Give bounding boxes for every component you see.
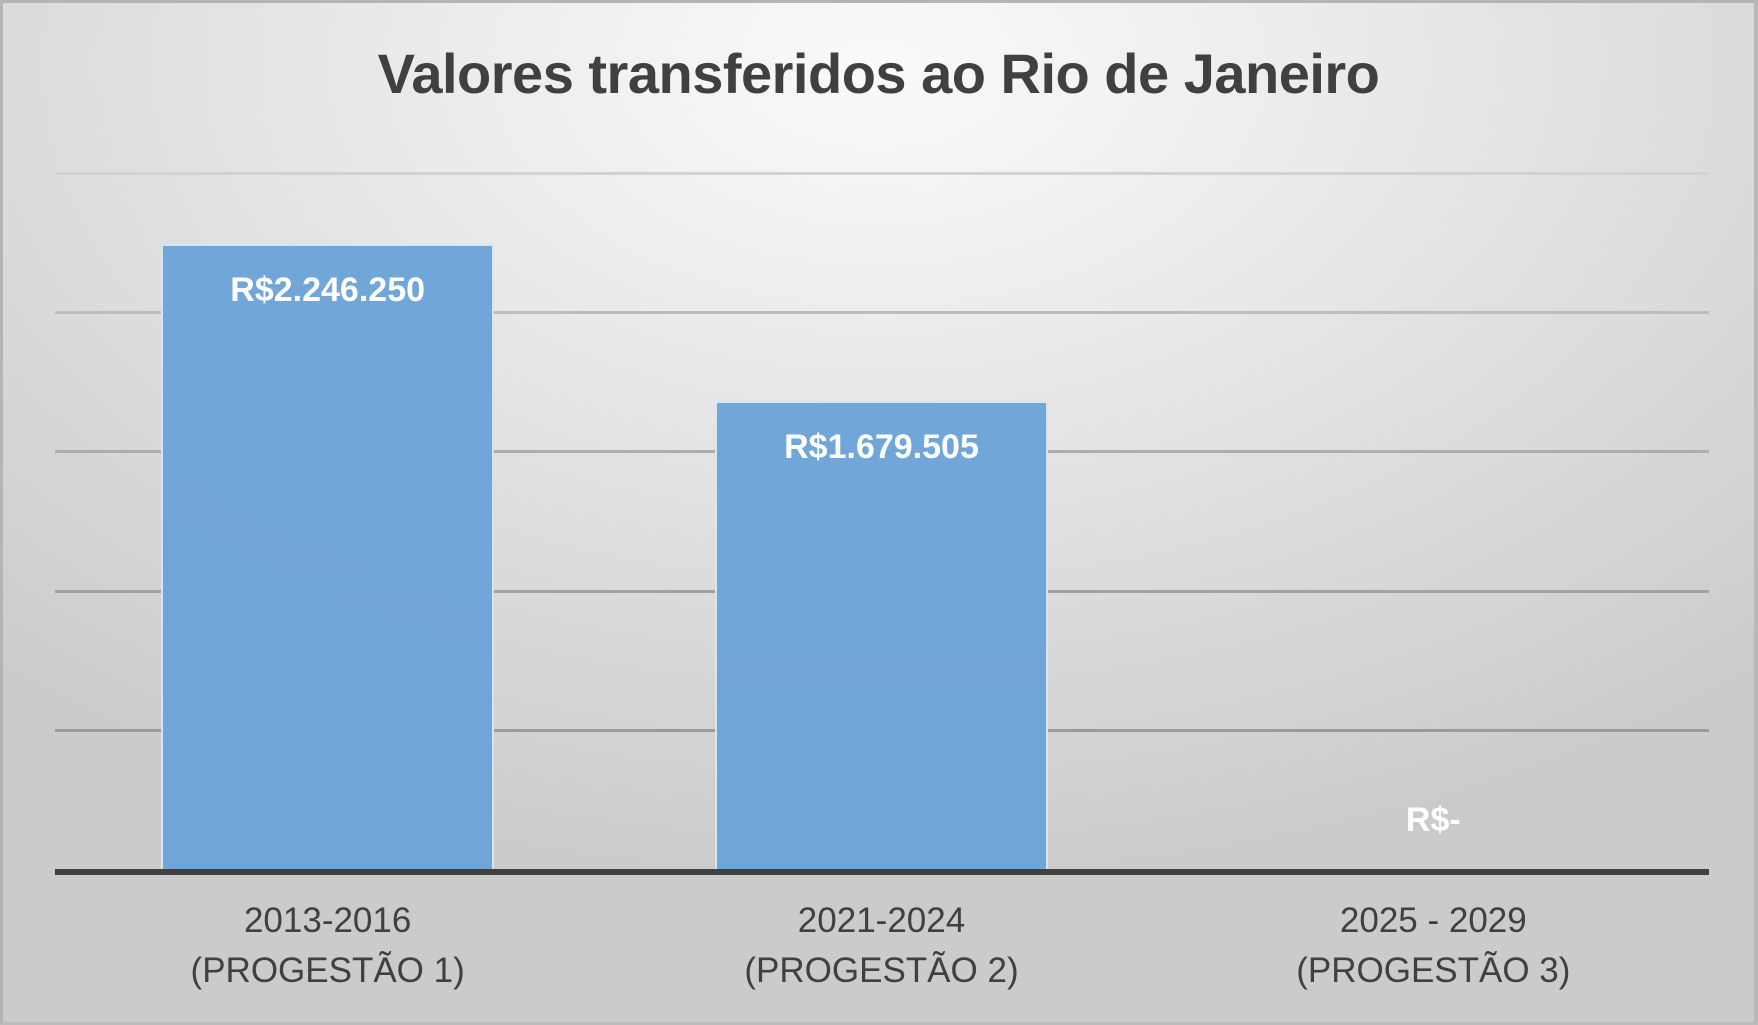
chart-title: Valores transferidos ao Rio de Janeiro bbox=[377, 42, 1380, 105]
bar bbox=[161, 243, 495, 869]
category-label: 2025 - 2029 (PROGESTÃO 3) bbox=[1296, 896, 1570, 996]
data-label: R$2.246.250 bbox=[230, 270, 426, 309]
data-label: R$1.679.505 bbox=[784, 428, 979, 467]
category-period: 2021-2024 bbox=[797, 901, 966, 940]
x-axis-line bbox=[55, 869, 1709, 875]
category-period: 2013-2016 bbox=[243, 901, 412, 940]
data-label: R$- bbox=[1405, 801, 1461, 839]
category-program: (PROGESTÃO 3) bbox=[1296, 951, 1571, 990]
category-program: (PROGESTÃO 2) bbox=[744, 951, 1019, 990]
plot-area: R$2.246.250 2013-2016 (PROGESTÃO 1) R$1.679… bbox=[55, 3, 1709, 1022]
category-label: 2013-2016 (PROGESTÃO 1) bbox=[191, 896, 465, 996]
bar bbox=[715, 401, 1048, 869]
category-period: 2025 - 2029 bbox=[1339, 901, 1527, 940]
category-label: 2021-2024 (PROGESTÃO 2) bbox=[744, 896, 1018, 996]
category-program: (PROGESTÃO 1) bbox=[190, 951, 465, 990]
gridline bbox=[55, 311, 1709, 315]
gridline bbox=[55, 172, 1709, 175]
